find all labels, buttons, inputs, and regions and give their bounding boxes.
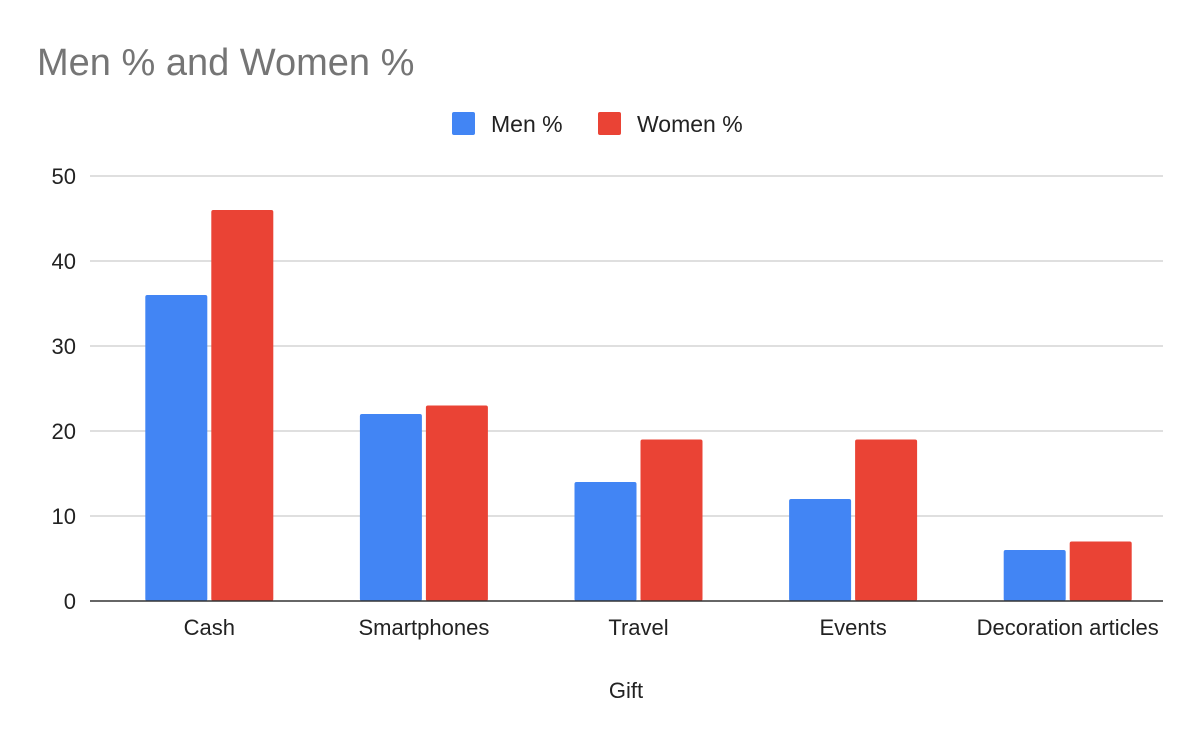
y-tick-label: 20 bbox=[52, 419, 76, 444]
chart-title: Men % and Women % bbox=[37, 42, 414, 84]
x-tick-label: Travel bbox=[608, 615, 668, 640]
x-axis-ticks: Cash Smartphones Travel Events Decoration ar… bbox=[184, 615, 1159, 640]
y-tick-label: 30 bbox=[52, 334, 76, 359]
bar-men-decoration-articles bbox=[1003, 550, 1066, 601]
bar-men-cash bbox=[145, 295, 208, 601]
bars bbox=[145, 210, 1132, 601]
legend-label: Men % bbox=[491, 111, 563, 137]
bar-men-events bbox=[789, 499, 852, 601]
bar-women-events bbox=[855, 439, 918, 601]
bar-women-travel bbox=[640, 439, 703, 601]
x-tick-label: Decoration articles bbox=[977, 615, 1159, 640]
y-tick-label: 40 bbox=[52, 249, 76, 274]
bar-women-cash bbox=[211, 210, 274, 601]
bar-men-travel bbox=[574, 482, 637, 601]
legend-swatch bbox=[598, 112, 621, 135]
y-tick-label: 50 bbox=[52, 164, 76, 189]
x-tick-label: Cash bbox=[184, 615, 235, 640]
y-tick-label: 10 bbox=[52, 504, 76, 529]
legend-label: Women % bbox=[637, 111, 743, 137]
x-tick-label: Events bbox=[819, 615, 886, 640]
x-tick-label: Smartphones bbox=[358, 615, 489, 640]
bar-women-smartphones bbox=[425, 405, 488, 601]
y-tick-label: 0 bbox=[64, 589, 76, 614]
y-axis-ticks: 0 10 20 30 40 50 bbox=[52, 164, 76, 614]
bar-women-decoration-articles bbox=[1069, 541, 1132, 601]
x-axis-title: Gift bbox=[609, 678, 643, 703]
bar-men-smartphones bbox=[359, 414, 422, 601]
legend: Men % Women % bbox=[452, 111, 743, 137]
legend-swatch bbox=[452, 112, 475, 135]
